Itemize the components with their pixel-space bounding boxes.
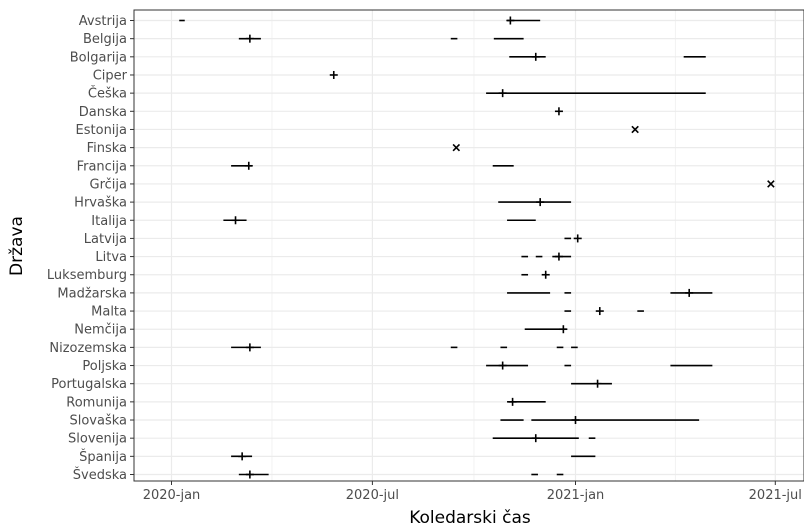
plus-marker — [571, 416, 580, 425]
y-tick-label: Litva — [95, 250, 127, 265]
y-tick-label: Danska — [79, 105, 127, 120]
y-tick-label: Švedska — [73, 467, 127, 483]
y-tick-label: Latvija — [84, 232, 127, 247]
x-tick-label: 2020-jan — [143, 488, 201, 503]
plus-marker — [559, 325, 568, 334]
plus-marker — [554, 252, 563, 261]
plus-marker — [541, 270, 550, 279]
cross-marker — [452, 143, 461, 152]
chart-marks — [133, 9, 804, 482]
plus-marker — [554, 107, 563, 116]
y-tick-label: Hrvaška — [74, 196, 127, 211]
y-tick-label: Finska — [87, 141, 127, 156]
y-tick-label: Nemčija — [74, 323, 127, 338]
plus-marker — [593, 379, 602, 388]
plus-marker — [244, 161, 253, 170]
y-tick-label: Francija — [77, 159, 127, 174]
y-tick-label: Poljska — [82, 359, 127, 374]
plus-marker — [238, 452, 247, 461]
y-tick-label: Romunija — [66, 395, 127, 410]
y-axis-title: Država — [7, 216, 27, 276]
plus-marker — [231, 216, 240, 225]
y-tick-label: Grčija — [90, 177, 127, 192]
y-tick-label: Avstrija — [79, 14, 127, 29]
y-tick-label: Nizozemska — [49, 341, 127, 356]
y-tick-label: Slovaška — [69, 414, 127, 429]
plus-marker — [329, 70, 338, 79]
x-tick-label: 2021-jan — [547, 488, 605, 503]
plus-marker — [685, 288, 694, 297]
x-tick-labels: 2020-jan 2020-jul 2021-jan 2021-jul — [143, 481, 802, 503]
x-tick-label: 2020-jul — [346, 488, 399, 503]
grid-lines — [134, 10, 804, 481]
y-tick-label: Portugalska — [51, 377, 127, 392]
plus-marker — [245, 34, 254, 43]
y-tick-labels: Avstrija Belgija Bolgarija Ciper Češka Danska… — [47, 14, 134, 483]
y-tick-label: Luksemburg — [47, 268, 127, 283]
x-axis-title: Koledarski čas — [409, 508, 531, 528]
plus-marker — [531, 434, 540, 443]
plus-marker — [245, 343, 254, 352]
y-tick-label: Slovenija — [68, 432, 127, 447]
plus-marker — [573, 234, 582, 243]
plus-marker — [245, 470, 254, 479]
y-tick-label: Češka — [88, 86, 127, 102]
cross-marker — [631, 125, 639, 134]
plus-marker — [531, 52, 540, 61]
y-tick-label: Španija — [79, 449, 127, 465]
plot-border — [133, 9, 804, 482]
x-tick-label: 2021-jul — [749, 488, 802, 503]
y-tick-label: Bolgarija — [70, 50, 127, 65]
plus-marker — [506, 16, 515, 25]
plus-marker — [498, 361, 507, 370]
plus-marker — [595, 307, 604, 316]
plus-marker — [508, 397, 517, 406]
y-tick-label: Ciper — [93, 68, 128, 83]
plot-panel — [134, 10, 804, 481]
cross-marker — [767, 180, 775, 188]
y-tick-label: Madžarska — [57, 286, 127, 301]
plus-marker — [498, 89, 507, 98]
y-tick-label: Belgija — [83, 32, 127, 47]
y-tick-label: Italija — [91, 214, 127, 229]
plus-marker — [536, 198, 545, 207]
y-tick-label: Malta — [91, 305, 127, 320]
y-tick-label: Estonija — [76, 123, 127, 138]
